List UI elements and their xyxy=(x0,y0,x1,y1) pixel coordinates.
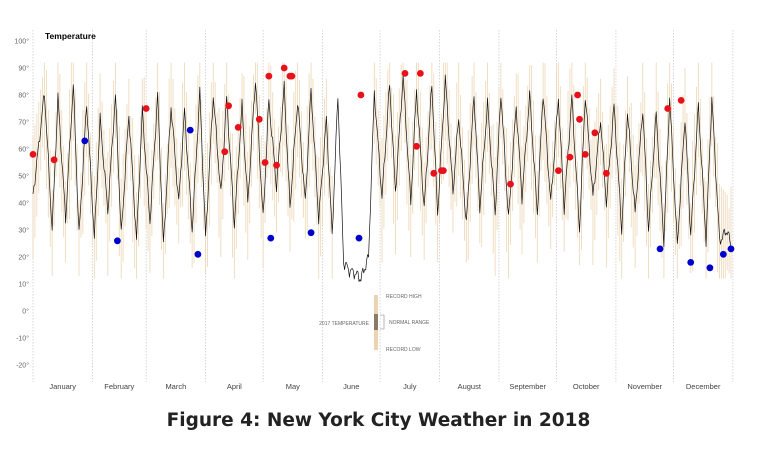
month-label: June xyxy=(343,382,359,391)
legend-normal-range-label: NORMAL RANGE xyxy=(389,320,430,326)
record-high-point xyxy=(265,72,273,80)
month-label: July xyxy=(403,382,417,391)
record-high-point xyxy=(234,124,242,131)
record-low-point xyxy=(267,234,275,242)
month-label: December xyxy=(686,382,721,391)
record-markers xyxy=(29,64,735,272)
month-label: May xyxy=(286,382,300,391)
record-high-point xyxy=(576,115,583,123)
legend-temperature-label: 2017 TEMPERATURE xyxy=(319,321,369,327)
y-tick-label: -10° xyxy=(16,335,29,343)
record-low-point xyxy=(113,237,121,245)
record-low-point xyxy=(186,126,194,134)
y-tick-label: 0° xyxy=(22,308,29,316)
y-tick-label: 70° xyxy=(18,119,29,127)
record-high-point xyxy=(29,151,37,158)
record-high-point xyxy=(261,159,269,166)
y-tick-label: 50° xyxy=(18,173,29,181)
record-high-point xyxy=(566,153,574,161)
y-axis-ticks: -20° -10° 0° 10° 20° 30° 40° 50° 60° 70° 80° 90° 100… xyxy=(15,38,30,370)
record-high-point xyxy=(357,91,365,99)
record-low-point xyxy=(656,245,664,253)
figure-caption: Figure 4: New York City Weather in 2018 xyxy=(166,410,591,431)
record-high-point xyxy=(574,91,581,99)
record-high-point xyxy=(142,105,150,112)
y-tick-label: -20° xyxy=(16,362,29,370)
temperature-line-layer xyxy=(32,74,732,282)
y-tick-label: 40° xyxy=(18,200,29,208)
y-tick-label: 100° xyxy=(15,38,30,46)
temperature-line xyxy=(32,74,732,282)
record-high-point xyxy=(664,105,672,112)
record-high-point xyxy=(280,64,288,72)
record-high-point xyxy=(430,169,438,177)
month-label: March xyxy=(165,382,186,391)
month-label: August xyxy=(458,382,482,391)
month-label: January xyxy=(49,382,76,391)
record-high-point xyxy=(288,72,296,80)
legend-normal-range-bracket xyxy=(380,314,385,330)
record-high-point xyxy=(273,161,280,169)
y-tick-label: 10° xyxy=(18,281,29,289)
month-label: February xyxy=(104,382,134,391)
y-tick-label: 20° xyxy=(18,254,29,262)
month-label: September xyxy=(509,382,546,391)
month-label: April xyxy=(227,382,242,391)
record-high-point xyxy=(581,151,589,158)
record-high-point xyxy=(507,180,514,188)
record-high-point xyxy=(591,129,599,137)
record-low-point xyxy=(81,137,89,145)
legend-record-high-label: RECORD HIGH xyxy=(386,294,422,300)
record-high-point xyxy=(50,156,58,164)
legend-normal-range-bar xyxy=(374,314,378,330)
y-tick-label: 60° xyxy=(18,146,29,154)
record-low-point xyxy=(307,229,315,237)
record-low-point xyxy=(355,234,363,242)
legend: RECORD HIGH NORMAL RANGE 2017 TEMPERATUR… xyxy=(319,294,430,353)
chart-title: Temperature xyxy=(45,31,96,41)
record-high-point xyxy=(401,70,409,77)
x-axis-month-labels: January February March April May June July Augu… xyxy=(49,382,721,391)
record-high-point xyxy=(439,167,447,175)
y-tick-label: 80° xyxy=(18,92,29,100)
record-low-point xyxy=(727,245,735,253)
record-high-point xyxy=(255,115,263,123)
record-high-point xyxy=(221,148,229,156)
record-high-point xyxy=(413,142,420,150)
y-tick-label: 90° xyxy=(18,65,29,73)
temperature-chart: -20° -10° 0° 10° 20° 30° 40° 50° 60° 70° 80° 90° 100… xyxy=(15,30,735,391)
record-low-point xyxy=(706,264,714,272)
month-label: November xyxy=(627,382,662,391)
record-low-point xyxy=(687,259,695,266)
legend-record-low-label: RECORD LOW xyxy=(386,347,421,353)
month-label: October xyxy=(573,382,600,391)
record-high-point xyxy=(225,102,232,110)
record-low-point xyxy=(719,250,727,258)
record-low-point xyxy=(194,250,202,258)
y-tick-label: 30° xyxy=(18,227,29,235)
record-range-bands xyxy=(32,62,732,279)
record-high-point xyxy=(555,167,562,175)
record-high-point xyxy=(602,169,610,177)
record-high-point xyxy=(416,70,424,77)
record-high-point xyxy=(677,97,685,104)
